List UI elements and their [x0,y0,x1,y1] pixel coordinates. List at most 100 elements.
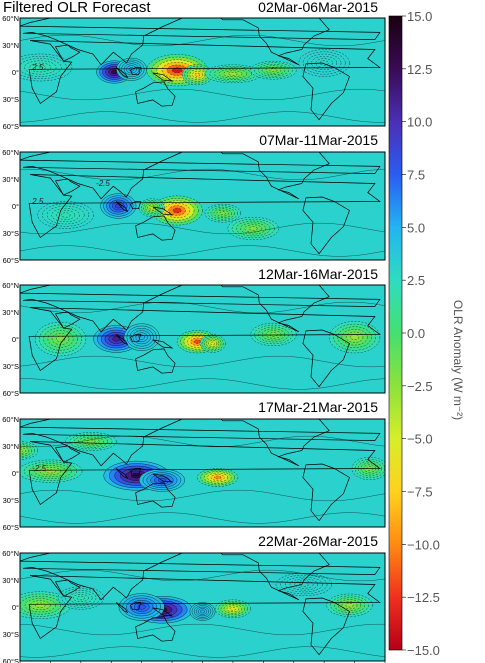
olr-anomaly [250,323,297,346]
latitude-label: 30°N [2,442,19,451]
anomaly-contour [76,595,85,601]
anomaly-contour [193,339,202,344]
colorbar-tick-label: 5.0 [407,220,425,235]
background-contour [20,88,385,101]
coastline-arabia [54,311,81,329]
coastline-north-america [220,285,330,333]
latitude-label: 60°S [3,523,19,532]
olr-anomaly [151,195,203,226]
figure-title: Filtered OLR Forecast [3,0,151,16]
coastline-africa [28,174,381,239]
forecast-panel: 22Mar-26Mar-2015 60°N 30°N 0° 30°S 60°S [2,533,386,663]
anomaly-contour [60,212,71,218]
colorbar-tick-label: 7.5 [407,168,425,183]
latitude-label: 60°S [3,256,19,265]
latitude-label: 60°N [2,549,19,558]
colorbar-scale [388,15,403,651]
background-contour [20,301,385,314]
panel-date-range: 07Mar-11Mar-2015 [259,132,378,148]
anomaly-contour [194,72,201,77]
anomaly-contour [350,334,360,341]
anomaly-contour [269,68,278,72]
coastline-borneo [130,67,142,76]
map-area: 2.5 [20,18,385,126]
colorbar-tick-label: 2.5 [407,273,425,288]
coastline-australia [135,81,176,107]
latitude-label: 60°N [2,281,19,290]
coastline-borneo [130,334,142,343]
latitude-label: 30°N [2,175,19,184]
anomaly-contour [319,60,329,66]
latitude-label: 30°S [3,362,19,371]
map-frame [19,151,386,261]
olr-anomaly [138,198,165,218]
olr-anomaly [118,593,165,621]
olr-anomaly [20,441,38,460]
contour-label: 2.5 [31,197,44,206]
latitude-label: 0° [12,603,19,612]
map-frame [19,17,386,127]
coastline-north-america [220,553,330,601]
olr-anomaly [328,321,381,354]
olr-anomaly [298,49,350,77]
coastline-sumatra [116,468,129,480]
olr-anomaly [214,599,251,619]
latitude-label: 0° [12,68,19,77]
coastline-eurasia [20,553,381,601]
background-contour [20,355,385,368]
forecast-panel: 17Mar-21Mar-2015 -2.5 60°N 30°N 0° 30°S 60°S [2,399,386,532]
background-contour [20,111,385,123]
coastline-south-america [302,329,350,388]
olr-anomaly [181,64,213,86]
latitude-label: 60°S [3,122,19,131]
latitude-label: 0° [12,335,19,344]
map-area [20,553,385,661]
coastline-north-america [220,419,330,467]
anomaly-contour [228,72,238,76]
olr-anomaly [250,60,297,80]
contour-label: -2.5 [96,179,110,188]
latitude-label: 30°N [2,41,19,50]
map-frame [19,284,386,394]
olr-anomaly [275,573,333,596]
latitude-label: 60°S [3,657,19,663]
colorbar: 15.0 12.5 10.0 7.5 5.0 2.5 0.0 −2.5 −5.0 −7.5 −10.… [388,9,440,658]
latitude-label: 30°N [2,308,19,317]
latitude-label: 30°S [3,496,19,505]
forecast-panel: 07Mar-11Mar-2015 2.5 -2.5 60°N 30°N 0° 30°S 60°… [2,132,386,265]
coastline-africa [28,307,381,372]
olr-anomaly [227,217,279,240]
background-contour [20,646,385,658]
anomaly-contour [56,335,66,343]
coastline-eurasia [20,152,381,200]
forecast-panels: 02Mar-06Mar-20152.560°N30°N0°30°S60°S07M… [2,0,386,663]
colorbar-tick-label: −15.0 [407,643,440,658]
olr-anomaly [20,53,73,82]
map-frame [19,418,386,528]
colorbar-label: OLR Anomaly (W m⁻²) [451,300,465,420]
background-contour [20,489,385,502]
coastline-africa [28,441,381,506]
background-contour [20,222,385,235]
colorbar-tick-label: 0.0 [407,326,425,341]
olr-anomaly [34,321,87,357]
olr-anomaly [204,64,262,84]
anomaly-contour [219,211,226,215]
coastline-new-guinea [152,473,174,483]
latitude-label: 60°N [2,148,19,157]
colorbar-tick-label: −12.5 [407,590,440,605]
anomaly-contour [214,475,222,480]
coastline-south-america [302,62,350,121]
contour-label: 2.5 [31,63,44,72]
map-area: 2.5 -2.5 [20,152,385,260]
olr-anomaly [123,323,160,351]
coastline-south-america [302,597,350,656]
coastline-new-guinea [152,206,174,216]
panel-date-range: 22Mar-26Mar-2015 [258,533,378,549]
coastline-borneo [130,201,142,210]
panel-date-range: 12Mar-16Mar-2015 [258,266,378,282]
coastline-south-america [302,463,350,522]
map-area [20,285,385,393]
anomaly-contour [345,603,354,608]
olr-anomaly [199,334,226,353]
